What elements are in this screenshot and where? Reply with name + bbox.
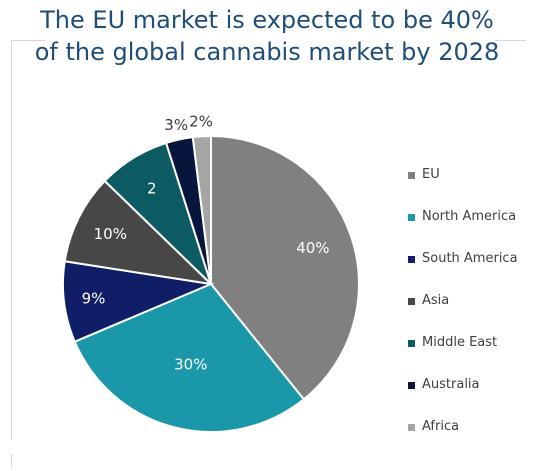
chart-title-line-2: of the global cannabis market by 2028 [34,38,500,66]
chart-title-line-1: The EU market is expected to be 40% [40,6,494,34]
data-label-middle-east: 2 [147,179,157,197]
legend-swatch [408,298,415,305]
legend-swatch [408,382,415,389]
chart-frame-stub [11,454,12,468]
legend-swatch [408,256,415,263]
legend-label: EU [422,167,440,182]
chart-legend: EU North America South America Asia Middle E… [408,167,518,461]
pie-slice-eu [210,134,360,401]
legend-swatch [408,340,415,347]
legend-item-asia: Asia [408,293,518,335]
pie-slice-south-america [62,260,215,344]
data-label-australia: 3% [164,116,188,134]
legend-item-australia: Australia [408,377,518,419]
legend-label: Middle East [422,335,498,350]
legend-label: North America [422,209,517,224]
legend-item-eu: EU [408,167,518,209]
legend-item-south-america: South America [408,251,518,293]
legend-item-africa: Africa [408,419,518,461]
data-label-asia: 10% [94,225,127,243]
legend-label: Australia [422,377,480,392]
legend-swatch [408,424,415,431]
legend-label: Asia [422,293,450,308]
data-label-south-america: 9% [82,290,106,308]
pie-slice-asia [63,179,214,286]
legend-item-middle-east: Middle East [408,335,518,377]
data-label-north-america: 30% [174,355,207,373]
data-label-africa: 2% [189,113,213,131]
legend-label: South America [422,251,518,266]
chart-title: The EU market is expected to be 40% of t… [0,4,534,68]
pie-slice-north-america [73,282,306,433]
chart-frame-top-border [11,40,45,41]
chart-frame-top-border-right [496,40,526,41]
chart-frame-left-border [11,40,12,440]
data-label-eu: 40% [296,239,329,257]
legend-swatch [408,172,415,179]
legend-label: Africa [422,419,460,434]
legend-item-north-america: North America [408,209,518,251]
legend-swatch [408,214,415,221]
pie-slice-africa [191,134,212,285]
